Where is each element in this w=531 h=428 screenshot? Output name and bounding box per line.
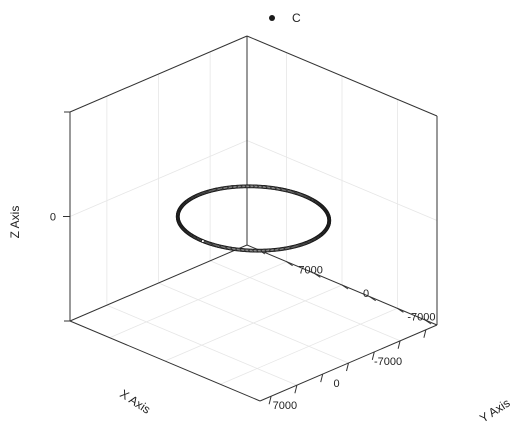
x-tick-mark <box>423 329 427 338</box>
x-tick-mark <box>320 373 324 383</box>
x-tick-label: -7000 <box>374 356 402 368</box>
z-axis-title: Z Axis <box>8 206 22 239</box>
x-tick-mark <box>371 351 375 361</box>
legend: C <box>269 11 301 25</box>
grid-line-floor-y <box>164 284 343 362</box>
y-tick-mark <box>314 272 321 278</box>
grid-line-floor-y <box>109 261 287 339</box>
box-frame <box>69 35 438 402</box>
y-tick-label: 0 <box>363 288 369 300</box>
y-tick-mark <box>397 307 404 313</box>
data-point <box>200 239 205 243</box>
axis-ticks: -7000 0 7000 -7000 0 7000 0 <box>50 111 435 412</box>
grid-line-back-z <box>69 140 248 217</box>
y-tick-mark <box>424 319 432 325</box>
legend-marker <box>269 15 275 21</box>
x-axis-title: X Axis <box>117 387 153 417</box>
frame-top-left <box>69 35 248 113</box>
series-c-points <box>175 184 332 253</box>
y-tick-mark <box>369 296 376 302</box>
x-tick-mark <box>346 362 349 372</box>
x-tick-mark <box>294 385 298 394</box>
grid-lines <box>69 51 438 386</box>
legend-label: C <box>292 11 301 25</box>
y-tick-mark <box>286 261 293 267</box>
x-axis-line <box>69 320 261 402</box>
grid-line-side-z <box>246 140 438 221</box>
y-tick-mark <box>341 284 349 290</box>
x-tick-label: 0 <box>333 378 339 390</box>
x-tick-mark <box>268 396 272 405</box>
y-axis-title: Y Axis <box>477 396 512 426</box>
y-tick-label: 7000 <box>298 265 322 277</box>
frame-floor-left <box>69 244 248 322</box>
grid-line-floor-y <box>220 307 398 385</box>
y-tick-label: -7000 <box>407 311 435 323</box>
z-tick-label: 0 <box>50 212 56 224</box>
frame-top-right <box>246 35 438 117</box>
x-tick-mark <box>397 340 401 349</box>
x-tick-label: 7000 <box>273 400 297 412</box>
